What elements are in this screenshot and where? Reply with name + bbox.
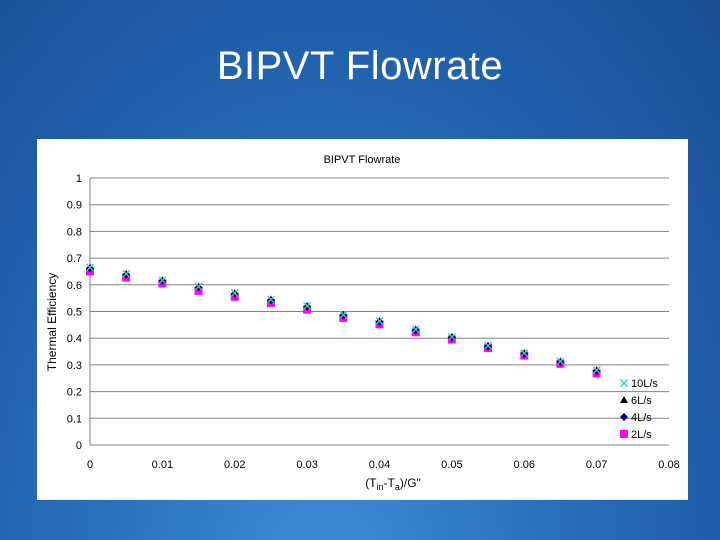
y-tick-label: 0.7 [67,253,82,265]
scatter-chart: BIPVT Flowrate Thermal Efficiency (Tin-T… [45,154,680,492]
y-tick-label: 0.9 [67,200,82,212]
data-point [447,332,456,341]
data-point [592,366,601,375]
legend-marker [620,413,628,421]
y-tick-label: 0.2 [67,387,82,399]
legend-entry: 6L/s [631,395,652,407]
data-point [375,317,384,326]
data-point [86,263,94,272]
x-tick-labels: 0 0.01 0.02 0.03 0.04 0.05 0.06 0.07 0.08 [87,459,680,471]
slide-title: BIPVT Flowrate [216,44,504,88]
y-axis-title: Thermal Efficiency [45,273,59,371]
y-tick-label: 0.3 [67,360,82,372]
legend-marker [620,379,628,387]
x-tick-label: 0.01 [152,459,173,471]
data-point [194,282,203,291]
data-point [158,276,167,285]
chart-title: BIPVT Flowrate [324,154,401,166]
gridlines [90,177,669,419]
data-point [122,269,131,278]
data-points [86,263,601,378]
legend-entry: 2L/s [631,429,652,441]
axes [89,178,669,446]
y-tick-label: 0 [76,440,82,452]
legend-entry: 4L/s [631,412,652,424]
x-tick-label: 0.06 [514,459,535,471]
x-tick-label: 0.08 [658,459,679,471]
data-point [303,301,312,310]
x-tick-label: 0.03 [296,459,317,471]
x-axis-title: (Tin-Ta)/G" [365,476,421,492]
x-tick-label: 0.07 [586,459,607,471]
x-tick-label: 0.02 [224,459,245,471]
data-point [556,357,565,366]
x-tick-label: 0.05 [441,459,462,471]
y-tick-label: 0.4 [67,333,82,345]
data-point [520,349,529,358]
y-tick-labels: 0 0.1 0.2 0.3 0.4 0.5 0.6 0.7 0.8 0.9 1 [67,173,82,452]
data-point [230,289,239,298]
y-tick-label: 0.6 [67,280,82,292]
data-point [339,310,348,319]
y-tick-label: 1 [76,173,82,185]
x-tick-label: 0.04 [369,459,390,471]
y-tick-label: 0.5 [67,307,82,319]
data-point [266,295,275,304]
legend: 10L/s 6L/s 4L/s 2L/s [620,378,658,441]
legend-marker [620,396,628,403]
legend-marker [620,430,628,438]
x-tick-label: 0 [87,459,93,471]
legend-entry: 10L/s [631,378,658,390]
chart-panel: BIPVT Flowrate Thermal Efficiency (Tin-T… [37,139,688,500]
series-10ls [86,263,601,375]
data-point [484,341,493,350]
y-tick-label: 0.8 [67,226,82,238]
data-point [411,325,420,334]
y-tick-label: 0.1 [67,413,82,425]
